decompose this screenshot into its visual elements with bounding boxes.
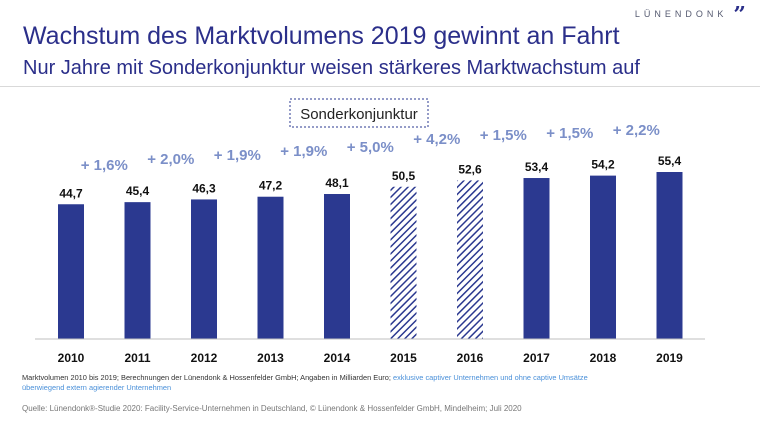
growth-label: + 2,0% xyxy=(147,151,194,168)
brand-name: LÜNENDONK xyxy=(634,9,728,19)
source-note: Quelle: Lünendonk®-Studie 2020: Facility… xyxy=(22,404,522,413)
x-tick-label: 2011 xyxy=(124,351,150,365)
annotation-box xyxy=(289,98,429,128)
x-tick-label: 2012 xyxy=(191,351,218,365)
value-label: 46,3 xyxy=(192,181,216,195)
bar-2011 xyxy=(124,202,151,339)
bar-2016 xyxy=(457,180,483,339)
value-label: 45,4 xyxy=(126,184,150,198)
quote-mark-icon: ” xyxy=(733,6,746,22)
bar-2012 xyxy=(191,199,217,339)
value-label: 48,1 xyxy=(325,176,349,190)
page-title: Wachstum des Marktvolumens 2019 gewinnt … xyxy=(23,22,620,50)
value-label: 44,7 xyxy=(59,186,83,200)
value-label: 55,4 xyxy=(658,154,682,168)
x-tick-label: 2018 xyxy=(590,351,617,365)
footnote-text: Marktvolumen 2010 bis 2019; Berechnungen… xyxy=(22,373,391,382)
x-tick-label: 2019 xyxy=(656,351,683,365)
value-label: 47,2 xyxy=(259,179,283,193)
growth-label: + 2,2% xyxy=(613,122,660,139)
x-tick-label: 2014 xyxy=(324,351,351,365)
annotation-label: Sonderkonjunktur xyxy=(300,106,418,123)
growth-label: + 1,5% xyxy=(546,125,593,142)
x-tick-label: 2013 xyxy=(257,351,284,365)
value-label: 54,2 xyxy=(591,158,615,172)
growth-label: + 1,5% xyxy=(480,127,527,144)
header-divider xyxy=(0,86,760,87)
bar-2013 xyxy=(257,196,284,339)
growth-label: + 1,9% xyxy=(214,147,261,164)
x-tick-label: 2016 xyxy=(457,351,484,365)
footnote: Marktvolumen 2010 bis 2019; Berechnungen… xyxy=(22,373,622,393)
bar-2010 xyxy=(58,204,84,339)
page-subtitle: Nur Jahre mit Sonderkonjunktur weisen st… xyxy=(23,57,640,79)
x-tick-label: 2015 xyxy=(390,351,417,365)
bar-2015 xyxy=(390,186,417,339)
x-tick-label: 2017 xyxy=(523,351,550,365)
bar-2014 xyxy=(324,194,350,339)
value-label: 52,6 xyxy=(458,162,482,176)
growth-label: + 1,9% xyxy=(280,143,327,160)
footnote-highlight: exklusive captiver Unternehmen und ohne … xyxy=(22,373,588,392)
growth-label: + 1,6% xyxy=(81,157,128,174)
growth-label: + 4,2% xyxy=(413,131,460,148)
x-tick-label: 2010 xyxy=(58,351,85,365)
bar-2019 xyxy=(656,172,683,339)
value-label: 50,5 xyxy=(392,169,416,183)
bar-2017 xyxy=(523,178,550,339)
brand-logo: LÜNENDONK ” xyxy=(635,6,746,22)
growth-label: + 5,0% xyxy=(347,139,394,156)
value-label: 53,4 xyxy=(525,160,549,174)
bar-2018 xyxy=(590,175,616,339)
